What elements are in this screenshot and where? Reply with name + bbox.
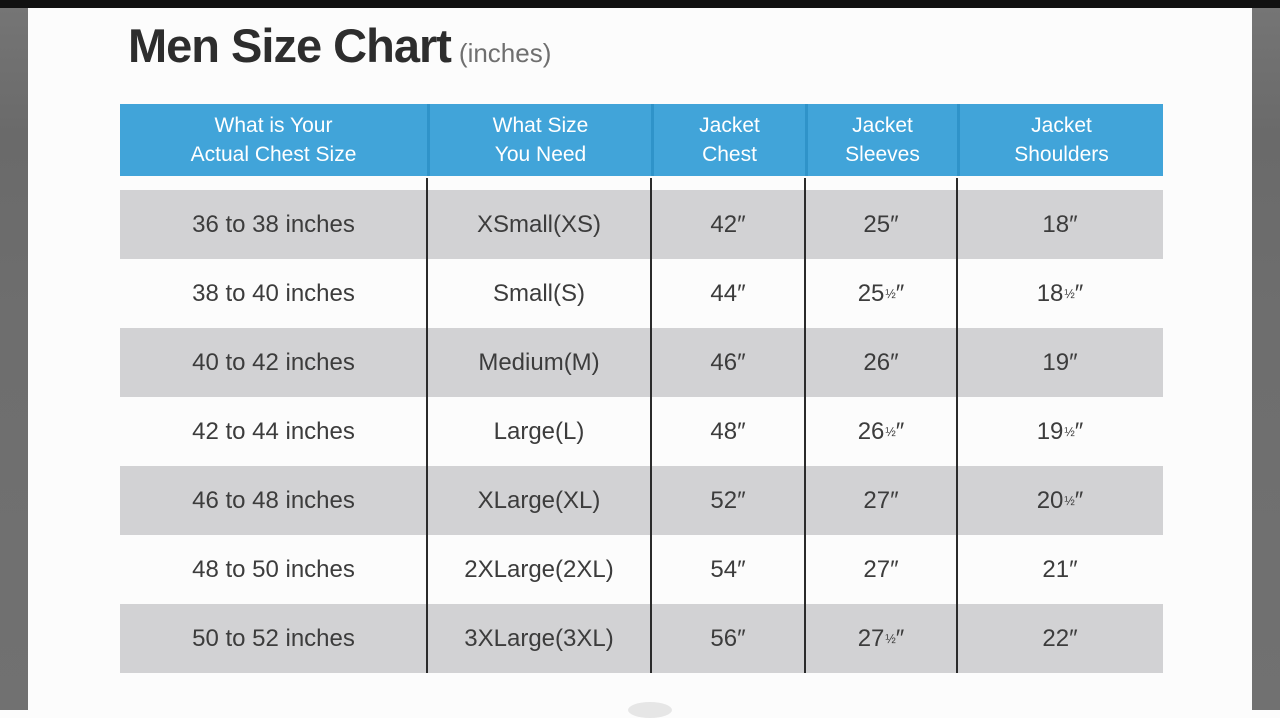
column-header-chest-size: What is Your Actual Chest Size — [120, 104, 427, 176]
table-cell: 56″ — [710, 624, 746, 652]
table-cell: 52″ — [710, 486, 746, 514]
table-cell: 26″ — [863, 348, 899, 376]
table-cell: 40 to 42 inches — [192, 348, 355, 376]
column-header-line: Jacket — [852, 114, 913, 137]
table-cell: 46″ — [710, 348, 746, 376]
column-header-jacket-chest: Jacket Chest — [651, 104, 805, 176]
size-chart-table: What is Your Actual Chest Size What Size… — [120, 104, 1163, 673]
column-header-line: You Need — [494, 143, 587, 166]
column-header-line: Jacket — [699, 114, 760, 137]
column-divider — [956, 178, 958, 673]
table-cell: 48″ — [710, 417, 746, 445]
table-cell: XSmall(XS) — [476, 210, 602, 238]
table-cell: 19 ½ ″ — [1036, 417, 1084, 445]
column-header-line: Actual Chest Size — [190, 143, 357, 166]
column-header-line: Jacket — [1031, 114, 1092, 137]
page-title-text: Men Size Chart — [128, 19, 452, 72]
table-cell: XLarge(XL) — [477, 486, 601, 514]
column-header-line: Chest — [702, 143, 757, 166]
half-fraction: ½ — [1064, 424, 1075, 439]
table-row: 38 to 40 inches Small(S) 44″ 25 ½ ″ 18 ½ ″ — [120, 259, 1163, 328]
page-title-units: (inches) — [458, 38, 552, 68]
table-cell: 36 to 38 inches — [192, 210, 355, 238]
table-cell: 21″ — [1042, 555, 1078, 583]
table-row: 50 to 52 inches 3XLarge(3XL) 56″ 27 ½ ″ 22″ — [120, 604, 1163, 673]
table-cell: 27 ½ ″ — [857, 624, 905, 652]
table-cell: 2XLarge(2XL) — [464, 555, 614, 583]
table-cell: 54″ — [710, 555, 746, 583]
table-cell: 20 ½ ″ — [1036, 486, 1084, 514]
table-row: 40 to 42 inches Medium(M) 46″ 26″ 19″ — [120, 328, 1163, 397]
table-cell: 19″ — [1042, 348, 1078, 376]
table-cell: 42 to 44 inches — [192, 417, 355, 445]
column-header-line: Shoulders — [1014, 143, 1109, 166]
table-body: 36 to 38 inches XSmall(XS) 42″ 25″ 18″ 38 to … — [120, 190, 1163, 673]
half-fraction: ½ — [885, 631, 896, 646]
table-cell: 46 to 48 inches — [192, 486, 355, 514]
table-cell: 48 to 50 inches — [192, 555, 355, 583]
page-title: Men Size Chart (inches) — [128, 18, 551, 73]
column-header-line: What is Your — [214, 114, 333, 137]
table-cell: 42″ — [710, 210, 746, 238]
table-cell: Medium(M) — [478, 348, 600, 376]
table-row: 36 to 38 inches XSmall(XS) 42″ 25″ 18″ — [120, 190, 1163, 259]
table-cell: Large(L) — [493, 417, 585, 445]
half-fraction: ½ — [1064, 493, 1075, 508]
table-cell: 22″ — [1042, 624, 1078, 652]
table-cell: 25″ — [863, 210, 899, 238]
column-header-size-needed: What Size You Need — [427, 104, 651, 176]
table-cell: 18″ — [1042, 210, 1078, 238]
table-row: 48 to 50 inches 2XLarge(2XL) 54″ 27″ 21″ — [120, 535, 1163, 604]
table-cell: 3XLarge(3XL) — [464, 624, 614, 652]
table-row: 46 to 48 inches XLarge(XL) 52″ 27″ 20 ½ ″ — [120, 466, 1163, 535]
table-row: 42 to 44 inches Large(L) 48″ 26 ½ ″ 19 ½ ″ — [120, 397, 1163, 466]
table-cell: 27″ — [863, 486, 899, 514]
table-cell: 26 ½ ″ — [857, 417, 905, 445]
cutoff-shape — [628, 702, 672, 718]
half-fraction: ½ — [885, 286, 896, 301]
column-divider — [804, 178, 806, 673]
table-cell: 25 ½ ″ — [857, 279, 905, 307]
half-fraction: ½ — [885, 424, 896, 439]
table-header-row: What is Your Actual Chest Size What Size… — [120, 104, 1163, 176]
column-header-jacket-shoulders: Jacket Shoulders — [957, 104, 1163, 176]
letterbox-right-bar — [1252, 8, 1280, 710]
table-cell: 38 to 40 inches — [192, 279, 355, 307]
column-divider — [650, 178, 652, 673]
column-header-line: What Size — [492, 114, 589, 137]
column-header-line: Sleeves — [845, 143, 920, 166]
table-cell: Small(S) — [492, 279, 585, 307]
half-fraction: ½ — [1064, 286, 1075, 301]
letterbox-left-bar — [0, 8, 28, 710]
column-divider — [426, 178, 428, 673]
table-cell: 44″ — [710, 279, 746, 307]
table-cell: 27″ — [863, 555, 899, 583]
column-header-jacket-sleeves: Jacket Sleeves — [805, 104, 957, 176]
table-cell: 50 to 52 inches — [192, 624, 355, 652]
letterbox-top-bar — [0, 0, 1280, 8]
table-cell: 18 ½ ″ — [1036, 279, 1084, 307]
